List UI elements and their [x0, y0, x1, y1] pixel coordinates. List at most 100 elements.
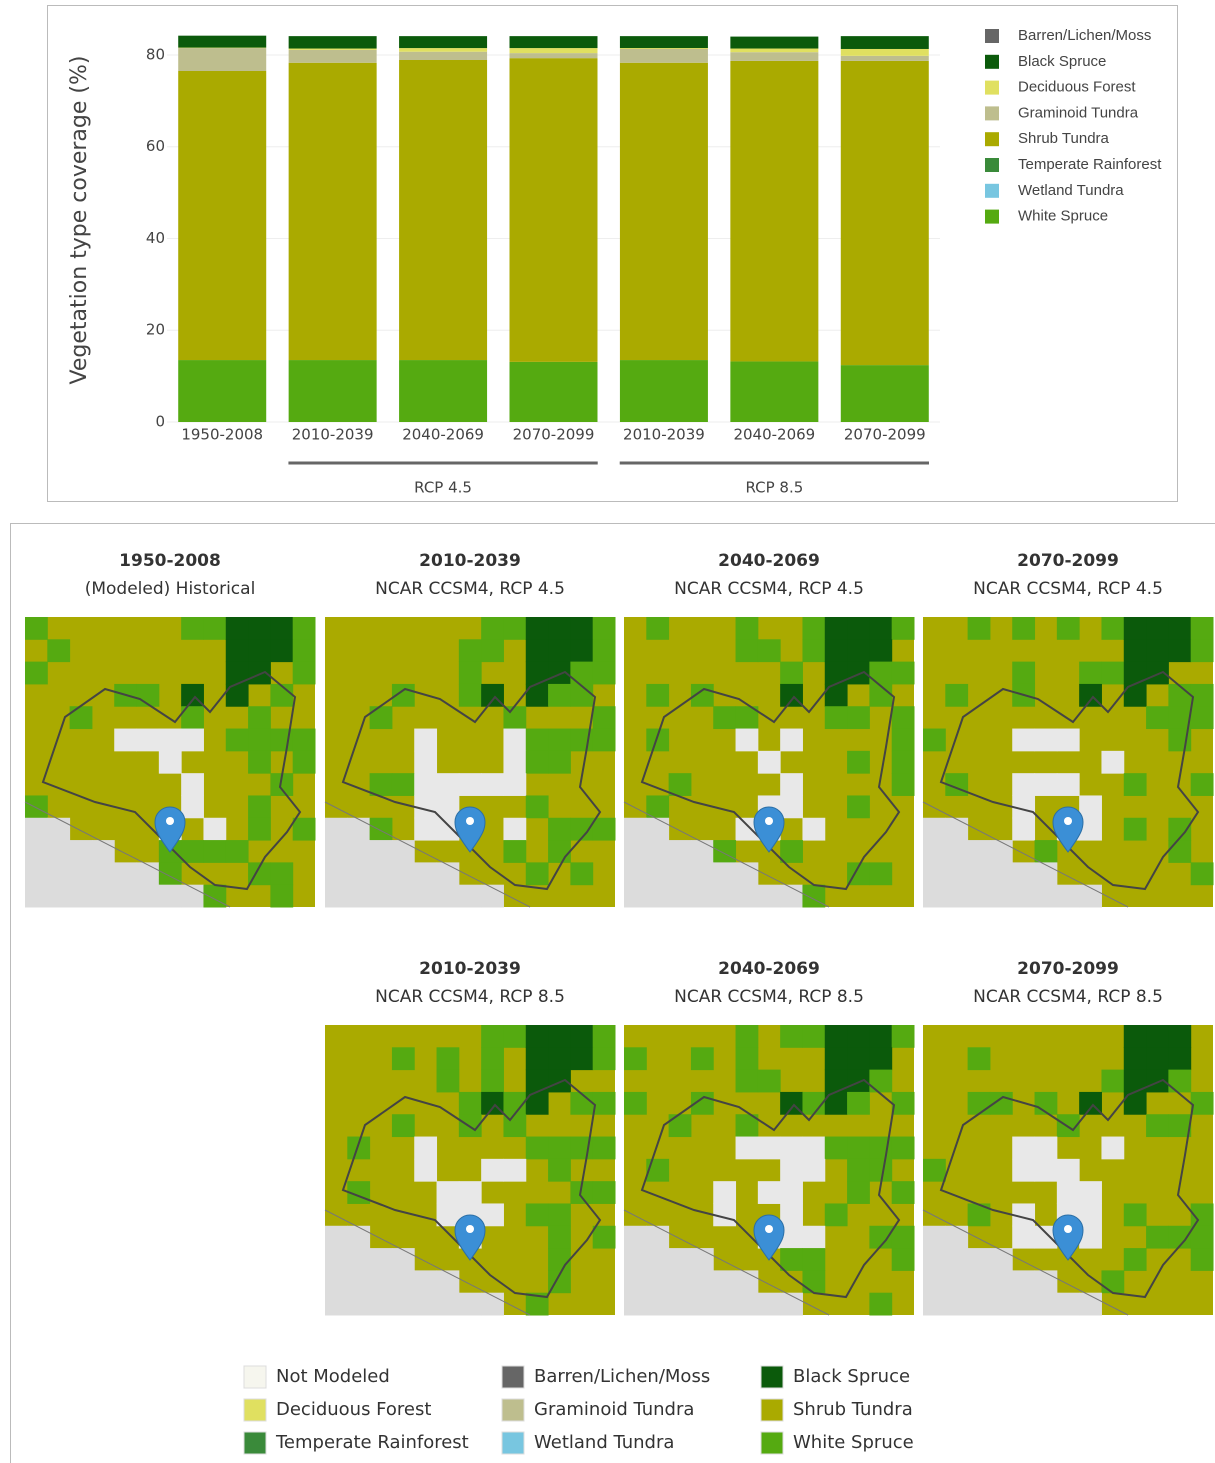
- map-cell: [989, 840, 1013, 863]
- x-tick-label: 1950-2008: [181, 426, 263, 444]
- map-cell: [481, 1203, 504, 1227]
- y-tick-label: 0: [155, 413, 165, 431]
- map-cell: [1123, 1025, 1147, 1048]
- map-cell: [891, 750, 915, 774]
- map-cell: [869, 661, 893, 685]
- map-cell: [1190, 706, 1214, 730]
- map-cell: [548, 1158, 571, 1182]
- map-cell: [1168, 1025, 1192, 1048]
- map-cell: [1146, 1225, 1169, 1249]
- map-cell: [923, 1292, 946, 1316]
- map-cell: [1034, 1292, 1058, 1316]
- map-cell: [802, 884, 826, 908]
- panel-subtitle: NCAR CCSM4, RCP 8.5: [375, 987, 565, 1007]
- map-cell: [1146, 639, 1169, 663]
- map-cell: [757, 1136, 781, 1160]
- map-cell: [391, 862, 415, 886]
- map-cell: [481, 639, 504, 663]
- map-cell: [1168, 1114, 1192, 1138]
- map-cell: [248, 728, 271, 752]
- map-cell: [25, 661, 48, 685]
- map-cell: [570, 1047, 594, 1071]
- y-tick-label: 60: [146, 137, 165, 155]
- map-cell: [548, 661, 571, 685]
- map-cell: [847, 639, 870, 663]
- map-cell: [780, 795, 803, 819]
- map-cell: [1123, 1248, 1147, 1271]
- map-cell: [945, 1292, 969, 1316]
- map-cell: [270, 773, 294, 796]
- panel-subtitle: NCAR CCSM4, RCP 8.5: [674, 987, 864, 1007]
- map-cell: [436, 1203, 460, 1227]
- map-cell: [1123, 639, 1147, 663]
- map-cell: [945, 1225, 969, 1249]
- location-marker: [454, 1214, 486, 1261]
- map-cell: [646, 1225, 670, 1249]
- legend-swatch: [985, 80, 999, 95]
- map-cell: [548, 1270, 571, 1294]
- map-cell: [525, 1069, 549, 1093]
- map-cell: [325, 1292, 348, 1316]
- map-cell: [1056, 773, 1080, 796]
- marker-dot: [1064, 817, 1072, 825]
- map-cell: [1190, 862, 1214, 886]
- panel-title: 2070-2099: [1017, 551, 1119, 571]
- map-cell: [248, 862, 271, 886]
- map-cell: [458, 773, 482, 796]
- bar-segment: [619, 36, 708, 49]
- map-cell: [989, 1248, 1013, 1271]
- map-cell: [25, 884, 48, 908]
- boundary: [341, 670, 602, 891]
- map-legend-swatch: [501, 1398, 525, 1422]
- legend-label: Barren/Lichen/Moss: [1018, 27, 1151, 44]
- map-cell: [225, 661, 249, 685]
- map-cell: [248, 661, 271, 685]
- map-cell: [989, 862, 1013, 886]
- boundary: [341, 1078, 602, 1299]
- map-legend-label: Deciduous Forest: [276, 1399, 431, 1420]
- map-cell: [436, 884, 460, 908]
- bar-segment: [840, 55, 929, 61]
- maps-frame: [10, 523, 1215, 1463]
- map-cell: [1034, 1136, 1058, 1160]
- map-cell: [891, 773, 915, 796]
- map-cell: [325, 862, 348, 886]
- map-cell: [824, 1025, 848, 1048]
- map-cell: [1079, 661, 1102, 685]
- map-cell: [503, 1025, 527, 1048]
- map-cell: [869, 683, 893, 707]
- map-cell: [525, 617, 549, 640]
- map-cell: [847, 661, 870, 685]
- map-cell: [114, 728, 138, 752]
- map-cell: [989, 884, 1013, 908]
- map-cell: [369, 1292, 393, 1316]
- panel-title: 2040-2069: [718, 551, 820, 571]
- map-cell: [1034, 773, 1058, 796]
- map-cell: [1101, 750, 1125, 774]
- map-cell: [481, 1158, 504, 1182]
- map-cell: [757, 884, 781, 908]
- coastline: [922, 1209, 1129, 1316]
- map-cell: [369, 1270, 393, 1294]
- map-cell: [248, 795, 271, 819]
- map-cell: [869, 1025, 893, 1048]
- map-cell: [1012, 795, 1036, 819]
- map-cell: [824, 1047, 848, 1071]
- map-cell: [1101, 1136, 1125, 1160]
- map-cell: [458, 661, 482, 685]
- map-cell: [824, 617, 848, 640]
- map-cell: [248, 750, 271, 774]
- map-cell: [414, 1292, 438, 1316]
- map-cell: [945, 840, 969, 863]
- map-cell: [1190, 617, 1214, 640]
- map-cell: [1101, 1069, 1125, 1093]
- map-cell: [114, 862, 138, 886]
- marker-dot: [765, 1225, 773, 1233]
- map-cell: [646, 1248, 670, 1271]
- map-cell: [1146, 1025, 1169, 1048]
- map-cell: [69, 840, 93, 863]
- coastline: [623, 801, 830, 908]
- map-cell: [436, 773, 460, 796]
- map-cell: [690, 884, 714, 908]
- map-cell: [1123, 683, 1147, 707]
